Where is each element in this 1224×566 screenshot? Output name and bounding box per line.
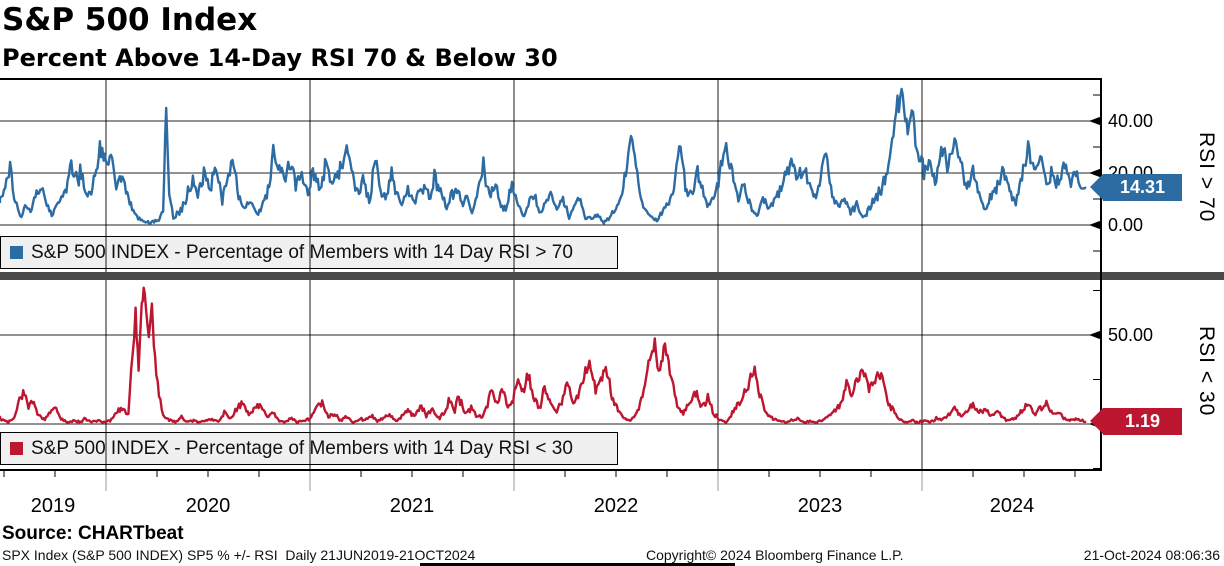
legend-marker-below-icon <box>10 442 23 455</box>
legend-label-below: S&P 500 INDEX - Percentage of Members wi… <box>31 437 573 459</box>
last-value-badge-above: 14.31 <box>1090 174 1182 201</box>
source-label: Source: CHARTbeat <box>2 523 184 544</box>
chart-description: SPX Index (S&P 500 INDEX) SP5 % +/- RSI … <box>2 547 476 563</box>
xtick-2021: 2021 <box>389 495 435 517</box>
xtick-2023: 2023 <box>797 495 843 517</box>
legend-marker-above-icon <box>10 246 23 259</box>
right-axis-title-below: RSI < 30 <box>1195 326 1218 417</box>
rsi-below-30-line <box>0 286 1087 425</box>
timestamp-label: 21-Oct-2024 08:06:36 <box>1083 547 1220 563</box>
ytick-below-50: 50.00 <box>1108 325 1154 345</box>
xtick-2024: 2024 <box>989 495 1035 517</box>
chart-title: S&P 500 Index <box>2 2 258 38</box>
legend-above[interactable]: S&P 500 INDEX - Percentage of Members wi… <box>0 237 618 268</box>
chart-plot-area[interactable] <box>0 0 1224 522</box>
xtick-2022: 2022 <box>593 495 639 517</box>
ytick-above-40: 40.00 <box>1108 111 1154 131</box>
legend-label-above: S&P 500 INDEX - Percentage of Members wi… <box>31 241 573 263</box>
panel-separator <box>0 272 1224 280</box>
bottom-edge-bar <box>420 563 735 566</box>
chart-subtitle: Percent Above 14-Day RSI 70 & Below 30 <box>2 44 558 72</box>
last-value-below: 1.19 <box>1124 411 1161 431</box>
ytick-above-0: 0.00 <box>1108 215 1144 235</box>
xtick-2020: 2020 <box>185 495 231 517</box>
legend-below[interactable]: S&P 500 INDEX - Percentage of Members wi… <box>0 433 618 464</box>
right-axis-title-above: RSI > 70 <box>1195 132 1218 223</box>
axes <box>0 78 1102 477</box>
last-value-badge-below: 1.19 <box>1090 408 1182 435</box>
xtick-2019: 2019 <box>30 495 76 517</box>
legend-strip-below-bg <box>0 432 618 465</box>
last-value-above: 14.31 <box>1119 177 1166 197</box>
rsi-above-70-line <box>0 87 1087 226</box>
legend-strip-above-bg <box>0 236 618 269</box>
copyright-label: Copyright© 2024 Bloomberg Finance L.P. <box>646 547 904 563</box>
